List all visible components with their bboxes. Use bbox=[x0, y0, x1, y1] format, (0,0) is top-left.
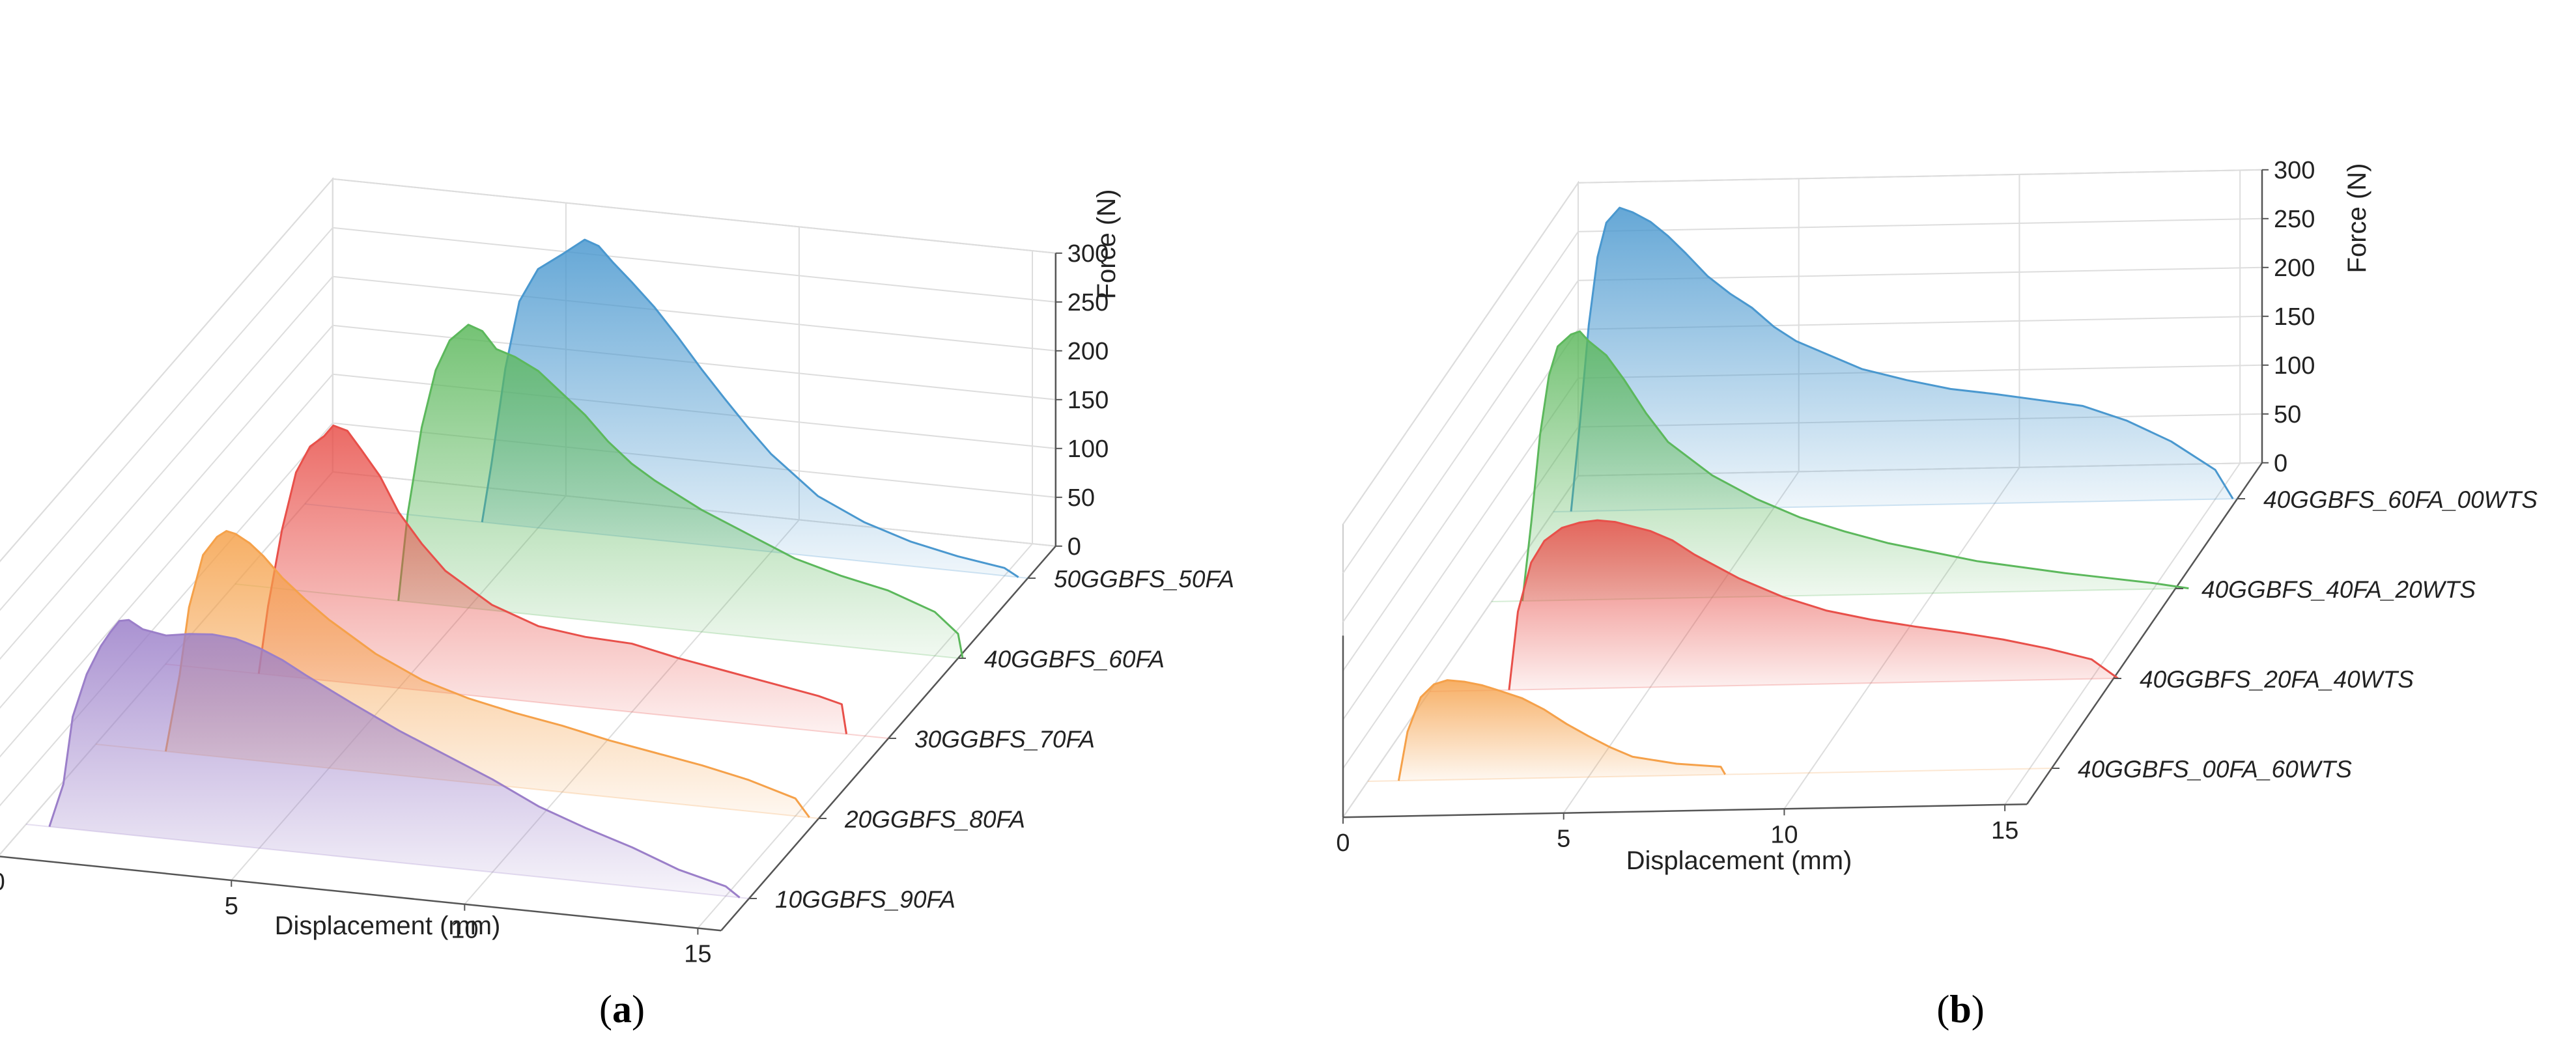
z-tick-label: 250 bbox=[1068, 289, 1109, 316]
x-gridline-floor bbox=[697, 543, 1033, 929]
panel-a-x-ticks: 0 5 10 15 bbox=[0, 869, 712, 968]
x-axis-line bbox=[0, 856, 722, 932]
series-label: 10GGBFS_90FA bbox=[775, 886, 955, 913]
z-gridline-side bbox=[0, 276, 333, 660]
panel-a-z-ticks: 0 50 100 150 200 250 300 bbox=[1055, 240, 1109, 561]
z-gridline bbox=[332, 275, 1056, 352]
x-tick-label: 10 bbox=[1770, 821, 1798, 848]
series-area bbox=[1571, 208, 2233, 512]
x-tick-label: 15 bbox=[684, 941, 711, 968]
z-tick-label: 150 bbox=[1068, 387, 1109, 414]
z-tick-label: 0 bbox=[2274, 450, 2287, 477]
series-line bbox=[397, 324, 964, 660]
z-gridline-side bbox=[1342, 280, 1579, 622]
series-line bbox=[257, 424, 848, 734]
x-tick-label: 15 bbox=[1991, 817, 2018, 844]
panel-b-x-ticks: 0 5 10 15 bbox=[1336, 804, 2018, 857]
series-10GGBFS_90FA bbox=[25, 619, 750, 899]
x-tick-label: 10 bbox=[451, 917, 478, 944]
series-40GGBFS_00FA_60WTS bbox=[1367, 679, 2052, 782]
z-gridline-side bbox=[1342, 182, 1579, 525]
z-gridline-side bbox=[0, 423, 333, 807]
z-tick-label: 150 bbox=[2274, 303, 2315, 331]
panel-b-series bbox=[1367, 206, 2238, 782]
z-gridline-side bbox=[0, 178, 333, 563]
z-gridline-side bbox=[0, 374, 333, 758]
series-40GGBFS_20FA_40WTS bbox=[1429, 519, 2119, 692]
z-tick-label: 0 bbox=[1068, 533, 1081, 561]
series-label: 40GGBFS_00FA_60WTS bbox=[2078, 756, 2352, 783]
series-label: 40GGBFS_60FA bbox=[984, 646, 1165, 673]
z-tick-label: 100 bbox=[2274, 352, 2315, 380]
series-area bbox=[49, 620, 740, 898]
z-tick-label: 50 bbox=[1068, 484, 1095, 512]
panel-b-label-letter: b bbox=[1949, 988, 1971, 1031]
z-gridline bbox=[1578, 217, 2263, 232]
series-label: 40GGBFS_20FA_40WTS bbox=[2140, 666, 2414, 693]
panel-b-z-ticks: 0 50 100 150 200 250 300 bbox=[2262, 157, 2315, 477]
panel-a-label-letter: a bbox=[612, 988, 632, 1031]
x-tick-label: 0 bbox=[0, 869, 5, 896]
series-area bbox=[398, 324, 963, 659]
z-gridline-side bbox=[1342, 378, 1579, 720]
x-tick-label: 5 bbox=[1557, 826, 1570, 853]
x-tick-label: 5 bbox=[225, 893, 238, 920]
panel-a-chart: 0 5 10 15 0 50 100 150 200 250 300 50GGBFS_50FA 40… bbox=[0, 177, 1234, 1031]
series-line bbox=[1521, 330, 2189, 602]
series-area bbox=[259, 425, 847, 734]
series-line bbox=[1508, 519, 2119, 690]
z-gridline bbox=[332, 227, 1056, 303]
series-line bbox=[48, 619, 741, 899]
series-line bbox=[164, 530, 810, 818]
z-gridline bbox=[1578, 169, 2263, 184]
series-label: 20GGBFS_80FA bbox=[844, 806, 1025, 833]
panel-b-chart: 0 5 10 15 0 50 100 150 200 250 300 40GGBFS_60FA_0… bbox=[1336, 157, 2538, 1031]
x-gridline-floor bbox=[2004, 462, 2241, 805]
series-area bbox=[1398, 680, 1725, 781]
series-label: 50GGBFS_50FA bbox=[1054, 566, 1234, 592]
x-axis-line bbox=[1342, 803, 2028, 818]
panel-a-z-axis-title: Force (N) bbox=[1092, 189, 1121, 300]
z-gridline-side bbox=[1342, 329, 1579, 671]
series-line bbox=[1570, 206, 2234, 512]
x-tick-label: 0 bbox=[1336, 829, 1350, 857]
z-gridline-side bbox=[0, 325, 333, 709]
series-line bbox=[481, 238, 1019, 578]
z-tick-label: 200 bbox=[2274, 255, 2315, 282]
panel-b-label: (b) bbox=[1936, 988, 1984, 1031]
z-tick-label: 300 bbox=[1068, 240, 1109, 268]
series-area bbox=[1508, 520, 2118, 690]
series-label: 40GGBFS_60FA_00WTS bbox=[2263, 486, 2538, 513]
panel-b-series-labels: 40GGBFS_60FA_00WTS 40GGBFS_40FA_20WTS 40GG… bbox=[2052, 486, 2538, 783]
depth-axis-line bbox=[2026, 462, 2263, 805]
panel-b-z-axis-title: Force (N) bbox=[2343, 163, 2371, 273]
panel-a-series bbox=[25, 238, 1028, 899]
series-baseline bbox=[1429, 678, 2114, 692]
z-tick-label: 100 bbox=[1068, 436, 1109, 463]
series-label: 40GGBFS_40FA_20WTS bbox=[2201, 576, 2476, 603]
z-gridline-side bbox=[0, 227, 333, 611]
series-line bbox=[1397, 679, 1727, 781]
z-tick-label: 50 bbox=[2274, 401, 2301, 428]
z-tick-label: 200 bbox=[1068, 338, 1109, 365]
series-label: 30GGBFS_70FA bbox=[914, 726, 1095, 753]
series-area bbox=[1522, 331, 2189, 602]
panel-a-label: (a) bbox=[599, 988, 645, 1031]
z-tick-label: 300 bbox=[2274, 157, 2315, 184]
z-gridline bbox=[332, 178, 1056, 254]
panel-a-x-axis-title: Displacement (mm) bbox=[275, 912, 501, 940]
z-tick-label: 250 bbox=[2274, 206, 2315, 233]
panel-a-series-labels: 50GGBFS_50FA 40GGBFS_60FA 30GGBFS_70FA 20GG… bbox=[749, 566, 1234, 913]
z-gridline-side bbox=[1342, 231, 1579, 574]
panel-b-x-axis-title: Displacement (mm) bbox=[1626, 846, 1852, 875]
